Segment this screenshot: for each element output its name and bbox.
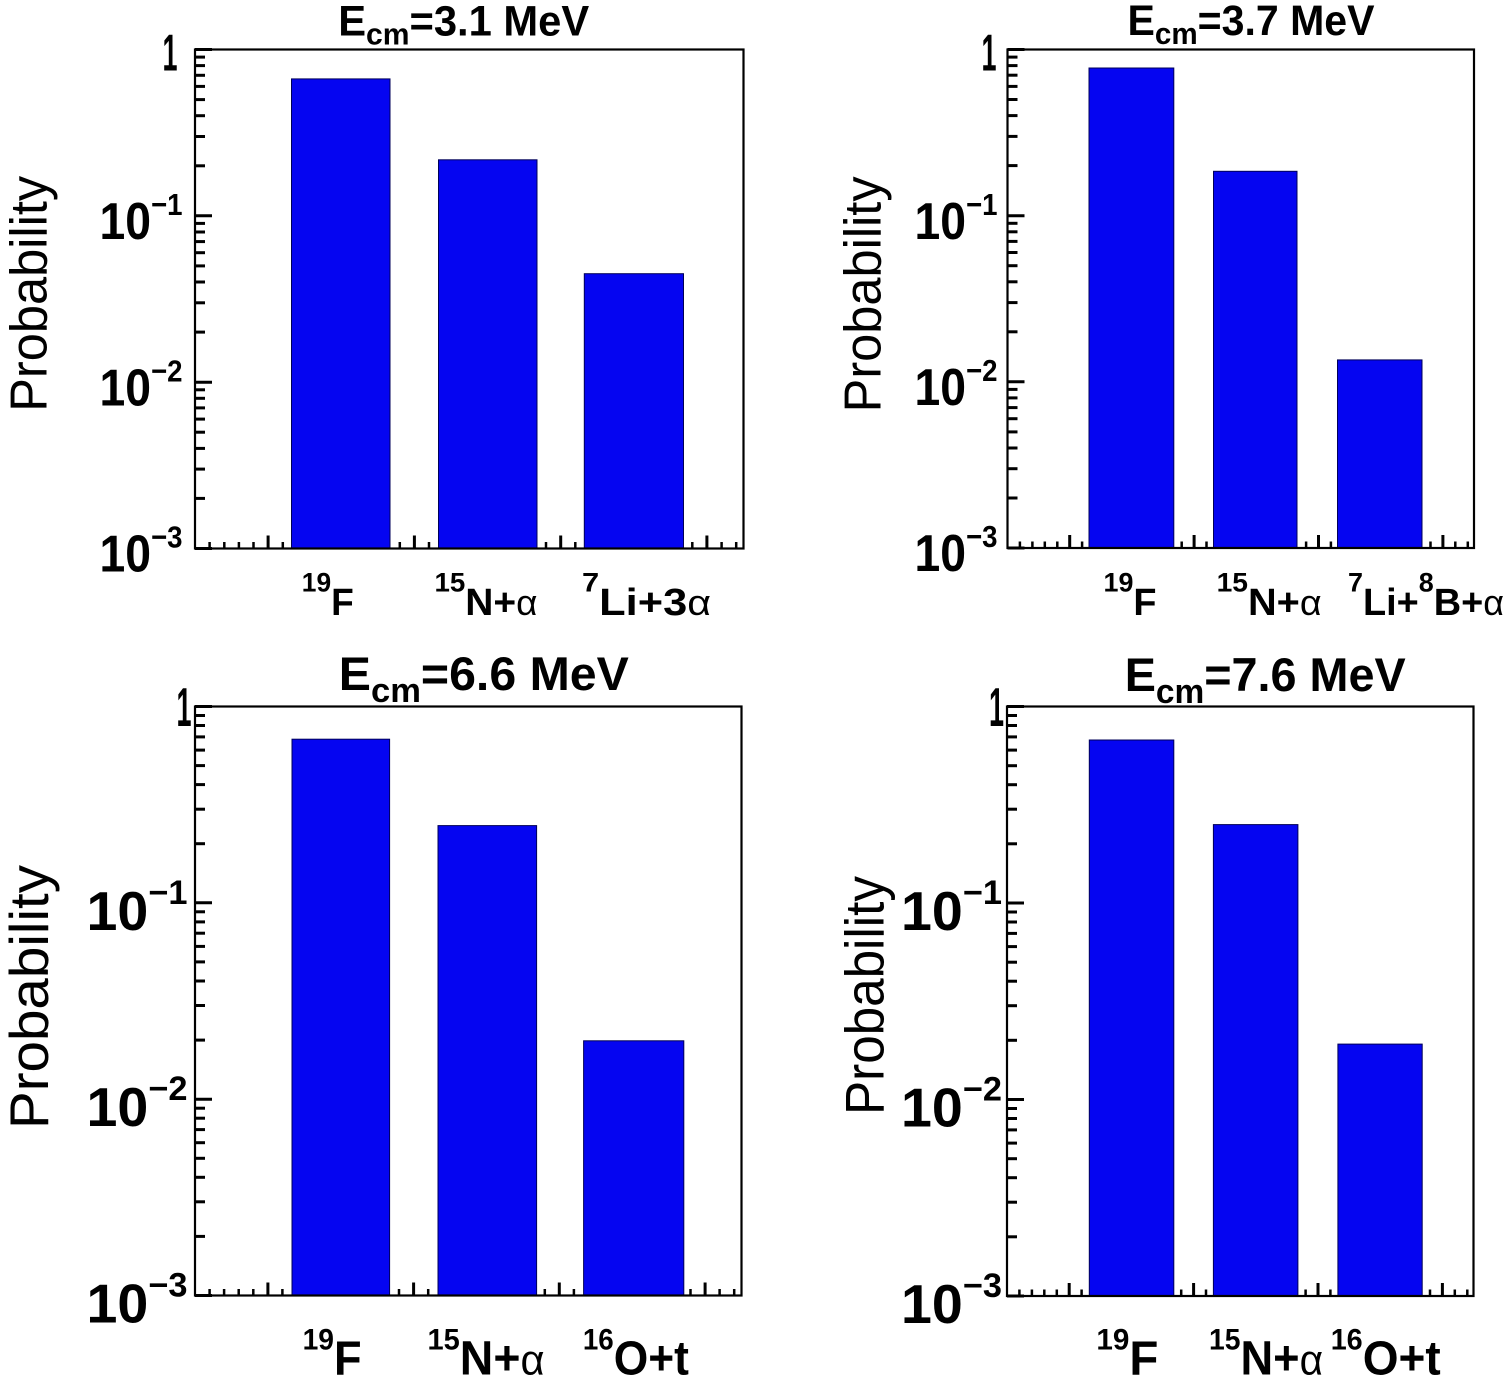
svg-text:1: 1 bbox=[989, 676, 1004, 738]
svg-text:15N+α: 15N+α bbox=[1217, 567, 1322, 624]
svg-text:16O+t: 16O+t bbox=[1331, 1323, 1441, 1382]
svg-text:19F: 19F bbox=[1104, 567, 1157, 624]
svg-text:Probability: Probability bbox=[834, 876, 896, 1115]
svg-text:19F: 19F bbox=[1096, 1323, 1158, 1382]
svg-text:1: 1 bbox=[177, 676, 192, 738]
svg-text:16O+t: 16O+t bbox=[583, 1323, 689, 1382]
svg-text:1: 1 bbox=[163, 25, 178, 83]
svg-text:15N+α: 15N+α bbox=[1209, 1323, 1323, 1382]
svg-text:10−2: 10−2 bbox=[100, 353, 183, 417]
svg-text:10−1: 10−1 bbox=[915, 187, 998, 251]
svg-text:Probability: Probability bbox=[0, 864, 60, 1129]
svg-text:10−3: 10−3 bbox=[901, 1267, 1002, 1335]
svg-text:Ecm=6.6 MeV: Ecm=6.6 MeV bbox=[339, 648, 629, 710]
svg-text:7Li+3α: 7Li+3 α bbox=[582, 567, 711, 624]
svg-text:Ecm=7.6 MeV: Ecm=7.6 MeV bbox=[1125, 649, 1406, 711]
svg-text:19F: 19F bbox=[302, 567, 354, 624]
svg-text:1: 1 bbox=[982, 25, 997, 83]
svg-text:Probability: Probability bbox=[1, 176, 59, 412]
svg-text:19F: 19F bbox=[303, 1323, 362, 1382]
svg-text:7Li+8B+α: 7Li+8B+α bbox=[1348, 567, 1504, 624]
svg-text:15N+α: 15N+α bbox=[428, 1323, 545, 1382]
svg-text:Ecm=3.1 MeV: Ecm=3.1 MeV bbox=[338, 0, 589, 52]
svg-text:Probability: Probability bbox=[835, 176, 893, 412]
svg-text:10−2: 10−2 bbox=[901, 1071, 1002, 1139]
svg-text:15N+α: 15N+α bbox=[435, 567, 538, 624]
svg-text:Ecm=3.7 MeV: Ecm=3.7 MeV bbox=[1128, 0, 1375, 51]
